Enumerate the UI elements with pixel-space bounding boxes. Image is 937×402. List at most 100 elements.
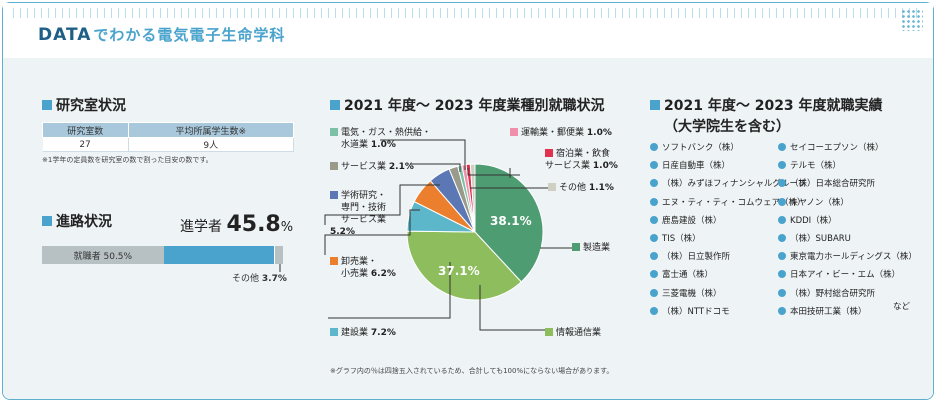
label-gakujutsu-value: 5.2% (330, 227, 355, 237)
employment-list-col1: ソフトバンク（株） 日産自動車（株） （株）みずほフィナンシャルグループ エヌ・ティ・… (650, 139, 806, 321)
circle-bullet-icon (778, 197, 786, 206)
company-name: ソフトバンク（株） (662, 143, 739, 153)
label-unyu-name: 運輸業・郵便業 (521, 128, 585, 138)
pie-footnote: ※グラフ内の％は四捨五入されているため、合計しても100%にならない場合がありま… (330, 367, 614, 375)
company-item: テルモ（株） (778, 157, 917, 175)
title-prefix: DATA (38, 25, 92, 45)
other-segment (274, 246, 283, 264)
company-name: 富士通（株） (662, 270, 714, 281)
employment-title-line1: 2021 年度～ 2023 年度就職実績 (664, 98, 883, 114)
company-name: セイコーエプソン（株） (790, 143, 884, 153)
label-gakujutsu-line1: 学術研究・ (341, 191, 387, 201)
swatch-sonota (548, 183, 556, 191)
label-denki-line2: 水道業 (341, 140, 369, 150)
company-name: テルモ（株） (790, 161, 842, 172)
label-seizo-name: 製造業 (583, 243, 611, 253)
employment-etc: など (893, 302, 911, 312)
employment-section-subtitle: （大学院生を含む） (664, 119, 790, 135)
leader-joho (479, 285, 545, 331)
square-bullet-icon (42, 100, 52, 110)
circle-bullet-icon (650, 288, 658, 297)
lab-value-avg: 9人 (128, 137, 295, 152)
company-item: （株）SUBARU (778, 230, 917, 248)
label-kensetsu: 建設業 7.2% (330, 327, 396, 339)
company-name: （株）日立製作所 (662, 252, 731, 263)
circle-bullet-icon (778, 234, 786, 243)
label-oroshi-value: 6.2% (370, 269, 396, 279)
swatch-gakujutsu (330, 191, 338, 199)
lab-table: 研究室数 平均所属学生数※ 27 9人 (42, 122, 295, 152)
label-kensetsu-value: 7.2% (370, 328, 396, 338)
progress-bar: 就職者 50.5% (42, 246, 283, 264)
title-rest: でわかる電気電子生命学科 (93, 26, 286, 44)
label-oroshi-line2: 小売業 (341, 269, 369, 279)
leader-denki (380, 139, 466, 170)
label-unyu: 運輸業・郵便業 1.0% (510, 127, 612, 139)
company-item: （株）野村総合研究所 (778, 285, 917, 303)
label-shukuhaku-line1: 宿泊業・飲食 (556, 149, 611, 159)
label-service: サービス業 2.1% (330, 161, 414, 173)
industry-section-title: 2021 年度～ 2023 年度業種別就職状況 (330, 95, 605, 115)
label-denki-line1: 電気・ガス・熱供給・ (341, 128, 432, 138)
square-bullet-icon (650, 100, 660, 110)
company-item: 鹿島建設（株） (650, 212, 806, 230)
employment-section-title: 2021 年度～ 2023 年度就職実績 (650, 95, 883, 115)
company-item: TIS（株） (650, 230, 806, 248)
pie-slice-0 (474, 163, 544, 283)
company-item: （株）NTTドコモ (650, 303, 806, 321)
company-name: 本田技研工業（株） (790, 306, 867, 317)
company-name: キヤノン（株） (790, 197, 849, 208)
circle-bullet-icon (650, 215, 658, 224)
dot-pattern-decoration (901, 9, 923, 31)
other-label-value: 3.7% (261, 274, 287, 284)
lab-value-count: 27 (42, 137, 129, 152)
lab-section-title: 研究室状況 (42, 95, 126, 115)
circle-bullet-icon (778, 161, 786, 170)
circle-bullet-icon (650, 306, 658, 315)
label-sonota-value: 1.1% (588, 183, 614, 193)
swatch-service (330, 162, 338, 170)
label-shukuhaku: 宿泊業・飲食 サービス業 1.0% (545, 148, 618, 172)
square-bullet-icon (42, 216, 52, 226)
label-gakujutsu-line3: サービス業 (341, 215, 387, 225)
company-item: （株）日本総合研究所 (778, 175, 917, 193)
company-name: （株）日本総合研究所 (790, 179, 876, 190)
circle-bullet-icon (778, 252, 786, 261)
label-shukuhaku-line2: サービス業 (545, 161, 591, 171)
company-item: （株）日立製作所 (650, 248, 806, 266)
label-gakujutsu-line2: 専門・技術 (341, 203, 387, 213)
circle-bullet-icon (650, 143, 658, 151)
label-denki: 電気・ガス・熱供給・ 水道業 1.0% (330, 127, 431, 151)
grad-label: 進学者 (180, 219, 222, 235)
square-bullet-icon (330, 100, 340, 110)
label-joho-name: 情報通信業 (556, 328, 602, 338)
label-joho: 情報通信業 (545, 327, 601, 339)
slice-label-seizo: 38.1% (490, 214, 532, 228)
company-name: KDDI（株） (790, 215, 837, 226)
label-sonota-name: その他 (559, 183, 587, 193)
leader-service (410, 163, 461, 172)
circle-bullet-icon (650, 252, 658, 261)
label-seizo: 製造業 (572, 242, 610, 254)
lab-header-count: 研究室数 (42, 122, 129, 138)
circle-bullet-icon (778, 215, 786, 224)
company-name: エヌ・ティ・ティ・コムウェア（株） (662, 197, 806, 208)
company-item: KDDI（株） (778, 212, 917, 230)
swatch-shukuhaku (545, 149, 553, 157)
swatch-unyu (510, 128, 518, 136)
swatch-joho (545, 328, 553, 336)
slice-label-joho: 37.1% (438, 264, 480, 278)
industry-title-text: 2021 年度～ 2023 年度業種別就職状況 (344, 98, 605, 114)
leader-gakujutsu (324, 184, 440, 225)
company-item: 三菱電機（株） (650, 285, 806, 303)
company-name: （株）SUBARU (790, 234, 851, 245)
swatch-oroshi (330, 257, 338, 265)
circle-bullet-icon (778, 270, 786, 279)
grad-school-rate: 進学者 45.8% (180, 212, 293, 237)
lab-header-avg: 平均所属学生数※ (127, 122, 295, 138)
swatch-kensetsu (330, 328, 338, 336)
company-item: 本田技研工業（株） (778, 303, 917, 321)
grad-unit: % (280, 220, 294, 235)
leader-oroshi (324, 209, 420, 255)
